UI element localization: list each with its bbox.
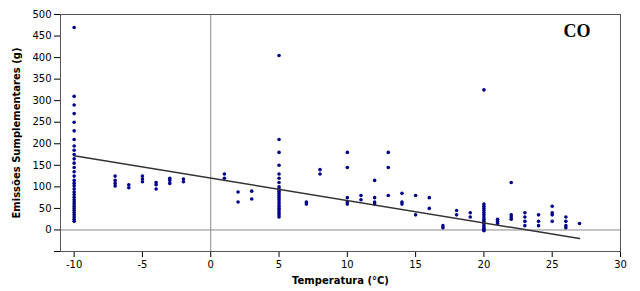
svg-text:-5: -5 — [137, 259, 147, 270]
svg-text:250: 250 — [32, 116, 51, 127]
svg-text:25: 25 — [546, 259, 559, 270]
svg-text:100: 100 — [32, 181, 51, 192]
svg-text:20: 20 — [478, 259, 491, 270]
svg-text:500: 500 — [32, 9, 51, 20]
svg-text:200: 200 — [32, 138, 51, 149]
svg-text:10: 10 — [341, 259, 354, 270]
svg-text:350: 350 — [32, 73, 51, 84]
svg-text:0: 0 — [208, 259, 214, 270]
svg-text:Emissões Sumplementares (g): Emissões Sumplementares (g) — [11, 47, 22, 218]
svg-text:50: 50 — [39, 203, 52, 214]
svg-text:-10: -10 — [66, 259, 82, 270]
svg-text:300: 300 — [32, 95, 51, 106]
svg-text:450: 450 — [32, 30, 51, 41]
svg-text:150: 150 — [32, 160, 51, 171]
svg-text:0: 0 — [45, 224, 51, 235]
svg-text:400: 400 — [32, 52, 51, 63]
svg-text:15: 15 — [409, 259, 422, 270]
svg-text:30: 30 — [614, 259, 627, 270]
svg-text:5: 5 — [276, 259, 282, 270]
svg-text:CO: CO — [564, 21, 591, 41]
svg-text:Temperatura (°C): Temperatura (°C) — [292, 275, 389, 286]
